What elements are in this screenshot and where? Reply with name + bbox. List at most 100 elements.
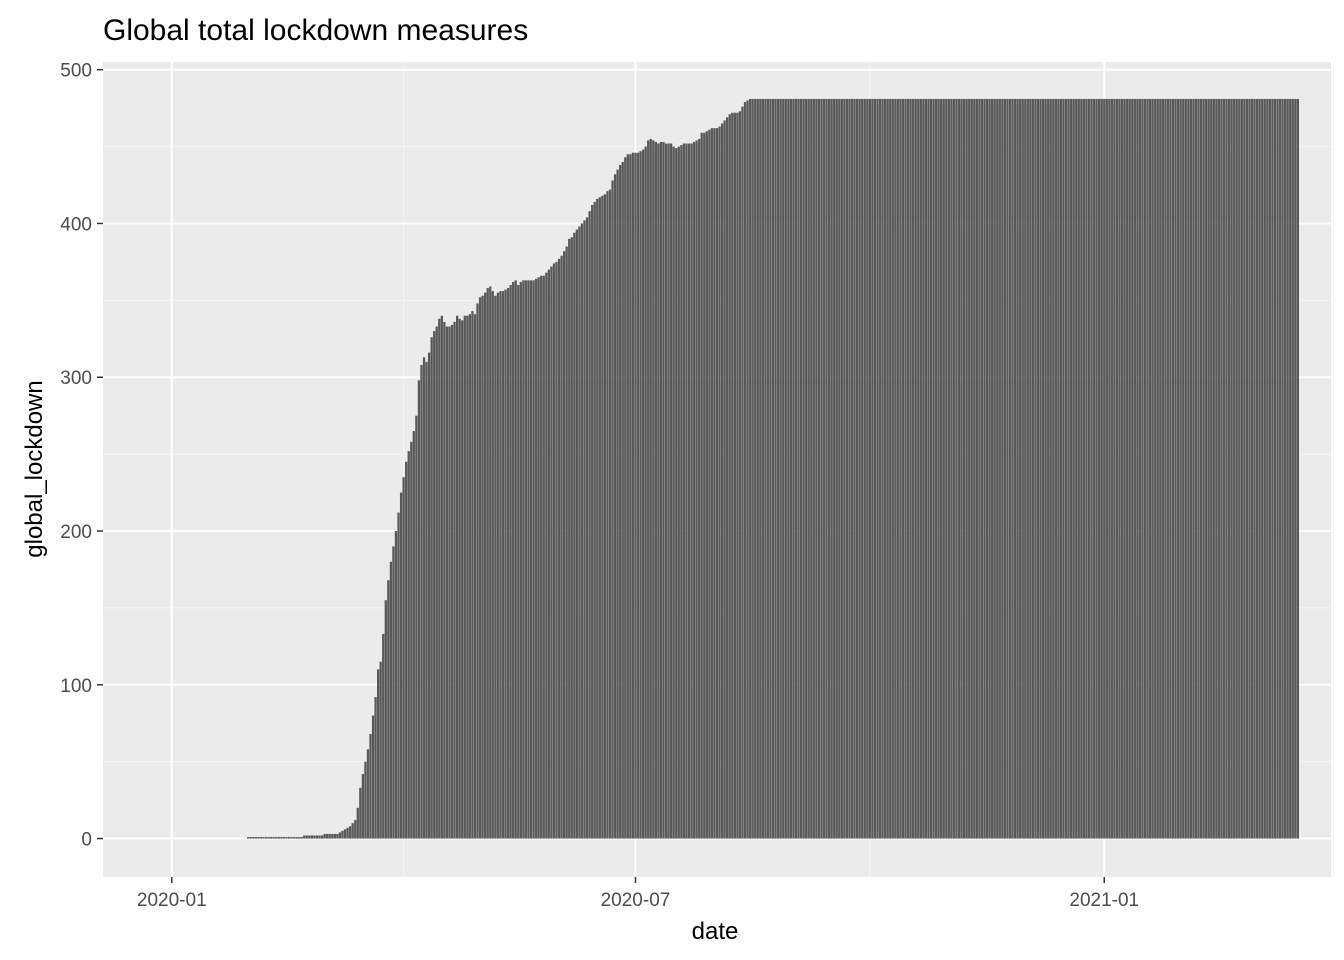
bar bbox=[1098, 98, 1101, 839]
bar bbox=[1001, 98, 1004, 839]
bar bbox=[726, 117, 729, 839]
bar bbox=[1189, 98, 1193, 839]
bar bbox=[1161, 98, 1164, 839]
bar bbox=[1141, 98, 1144, 839]
bar bbox=[270, 837, 273, 839]
y-tick-label: 400 bbox=[60, 214, 92, 235]
bar bbox=[1283, 98, 1287, 839]
bar bbox=[1192, 98, 1195, 839]
bar bbox=[583, 220, 586, 839]
bar bbox=[326, 833, 329, 839]
bar bbox=[596, 198, 599, 839]
bar bbox=[1255, 98, 1259, 839]
bar bbox=[1154, 98, 1157, 839]
bar bbox=[626, 154, 629, 839]
bar bbox=[652, 140, 655, 839]
bar bbox=[1143, 98, 1147, 839]
bar bbox=[298, 837, 301, 839]
bar bbox=[603, 194, 607, 839]
bar bbox=[700, 132, 703, 839]
bar bbox=[402, 477, 405, 839]
bar bbox=[1187, 98, 1190, 839]
bar bbox=[738, 111, 742, 839]
bar bbox=[450, 324, 454, 839]
bar bbox=[275, 837, 278, 839]
bar bbox=[1077, 98, 1080, 839]
bar bbox=[1230, 98, 1233, 839]
bar bbox=[1207, 98, 1210, 839]
bar bbox=[1080, 98, 1083, 839]
bar bbox=[1110, 98, 1114, 839]
x-tick-label: 2020-01 bbox=[137, 890, 207, 911]
bar bbox=[537, 277, 540, 839]
bar bbox=[1243, 98, 1246, 839]
bar bbox=[555, 261, 558, 839]
bar bbox=[491, 291, 494, 839]
bar bbox=[1087, 98, 1091, 839]
bar bbox=[947, 98, 950, 839]
bar bbox=[262, 837, 265, 839]
bar bbox=[422, 357, 426, 839]
bar bbox=[881, 98, 884, 839]
bar bbox=[397, 512, 400, 839]
bar bbox=[850, 98, 854, 839]
bar bbox=[680, 145, 683, 839]
bar bbox=[639, 151, 642, 839]
bar bbox=[855, 98, 859, 839]
bar bbox=[1021, 98, 1024, 839]
bar bbox=[649, 138, 652, 839]
bar bbox=[858, 98, 861, 839]
y-tick-label: 200 bbox=[60, 522, 92, 543]
x-axis-title: date bbox=[692, 918, 739, 945]
bar bbox=[374, 697, 377, 839]
bar bbox=[542, 275, 545, 839]
bar bbox=[667, 143, 670, 839]
bar bbox=[1174, 98, 1177, 839]
bar bbox=[1105, 98, 1108, 839]
bar bbox=[412, 431, 415, 839]
bar bbox=[509, 284, 512, 839]
bar bbox=[654, 141, 657, 839]
bar bbox=[1258, 98, 1261, 839]
bar bbox=[1052, 98, 1055, 839]
bar bbox=[1194, 98, 1198, 839]
bar bbox=[420, 364, 423, 839]
bar bbox=[435, 326, 438, 839]
bar bbox=[430, 337, 433, 839]
bar bbox=[310, 835, 314, 839]
bar bbox=[384, 600, 387, 839]
bar bbox=[636, 152, 640, 839]
bar bbox=[1296, 98, 1300, 839]
bar bbox=[644, 146, 647, 839]
bar bbox=[1047, 98, 1050, 839]
bar bbox=[838, 98, 841, 839]
bar bbox=[1286, 98, 1289, 839]
bar bbox=[300, 837, 303, 839]
bar bbox=[787, 98, 790, 839]
bar bbox=[504, 289, 507, 839]
bar bbox=[906, 98, 910, 839]
bar bbox=[359, 787, 362, 839]
bar bbox=[1049, 98, 1052, 839]
bar bbox=[980, 98, 984, 839]
bar bbox=[871, 98, 874, 839]
bar bbox=[779, 98, 782, 839]
bar bbox=[585, 217, 589, 839]
bar bbox=[254, 837, 258, 839]
bar bbox=[853, 98, 856, 839]
bar bbox=[634, 152, 637, 839]
bar bbox=[1148, 98, 1152, 839]
bar bbox=[591, 205, 594, 839]
bar bbox=[1064, 98, 1068, 839]
bar bbox=[616, 169, 619, 839]
bar bbox=[407, 451, 410, 839]
bar bbox=[1169, 98, 1172, 839]
bar bbox=[608, 189, 612, 839]
x-axis: 2020-01 2020-07 2021-01 bbox=[137, 877, 1139, 911]
bar bbox=[560, 255, 563, 839]
bar bbox=[562, 251, 566, 839]
bar bbox=[945, 98, 948, 839]
bar bbox=[529, 280, 533, 839]
bar bbox=[840, 98, 843, 839]
bar bbox=[1113, 98, 1116, 839]
